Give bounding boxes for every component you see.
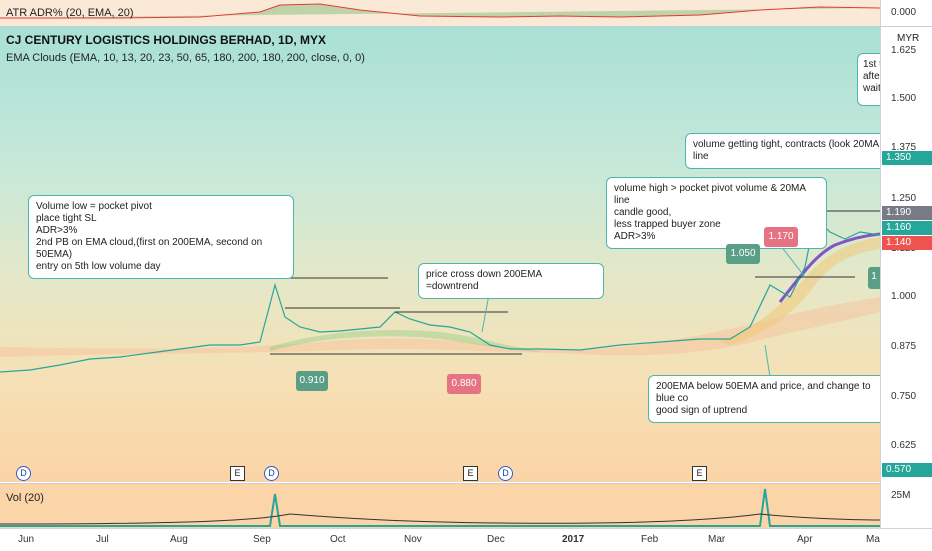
note-line: ADR>3% — [614, 231, 656, 242]
price-chart[interactable]: CJ CENTURY LOGISTICS HOLDINGS BERHAD, 1D… — [0, 27, 895, 482]
price-line — [0, 215, 880, 373]
annotation-uptrend[interactable]: 200EMA below 50EMA and price, and change… — [648, 375, 895, 423]
ema-cloud-long — [0, 297, 880, 357]
ema-cloud-short — [720, 237, 880, 345]
volume-pane[interactable]: Vol (20) — [0, 483, 880, 529]
note-line: 1st t — [863, 59, 882, 70]
annotation-pocket-volume[interactable]: volume high > pocket pivot volume & 20MA… — [606, 177, 827, 249]
dividend-marker[interactable]: D — [264, 466, 279, 481]
annotation-downtrend[interactable]: price cross down 200EMA =downtrend — [418, 263, 604, 299]
x-tick: Sep — [253, 534, 271, 545]
x-tick: Aug — [170, 534, 188, 545]
currency-label: MYR — [897, 33, 920, 44]
dividend-marker[interactable]: D — [16, 466, 31, 481]
volume-bars — [0, 488, 880, 527]
volume-tick: 25M — [891, 490, 911, 501]
x-tick: Apr — [797, 534, 813, 545]
price-badge: 1.160 — [882, 221, 932, 235]
y-tick: 0.875 — [891, 341, 917, 352]
note-line: volume getting tight, contracts (look 20… — [693, 139, 879, 162]
note-line: candle good, — [614, 207, 672, 218]
price-tag-0880[interactable]: 0.880 — [447, 374, 481, 394]
atr-label: ATR ADR% (20, EMA, 20) — [6, 7, 134, 19]
x-tick: Jul — [96, 534, 109, 545]
y-tick: 1.250 — [891, 193, 917, 204]
note-line: less trapped buyer zone — [614, 219, 721, 230]
atr-line — [0, 3, 880, 19]
note-line: 200EMA below 50EMA and price, and change… — [656, 381, 871, 404]
x-tick: Mar — [708, 534, 726, 545]
note-line: good sign of uptrend — [656, 405, 748, 416]
note-line: ADR>3% — [36, 225, 78, 236]
atr-axis: 0.000 — [880, 0, 932, 26]
price-axis[interactable]: MYR 1.625 1.500 1.375 1.250 1.125 1.000 … — [880, 27, 932, 528]
note-line: place tight SL — [36, 213, 97, 224]
ema-20-line — [778, 232, 880, 303]
annotation-pocket-pivot[interactable]: Volume low = pocket pivot place tight SL… — [28, 195, 294, 279]
y-tick: 0.625 — [891, 440, 917, 451]
annotation-tight[interactable]: volume getting tight, contracts (look 20… — [685, 133, 895, 169]
time-axis[interactable]: Jun Jul Aug Sep Oct Nov Dec 2017 Feb Mar… — [0, 528, 932, 551]
note-line: entry on 5th low volume day — [36, 261, 161, 272]
price-tag-1170[interactable]: 1.170 — [764, 227, 798, 247]
price-badge: 1.140 — [882, 236, 932, 250]
note-line: 2nd PB on EMA cloud,(first on 200EMA, se… — [36, 237, 263, 260]
note-line: after — [863, 71, 884, 82]
y-tick: 1.625 — [891, 45, 917, 56]
y-tick: 1.375 — [891, 142, 917, 153]
atr-pane[interactable]: ATR ADR% (20, EMA, 20) — [0, 0, 932, 27]
price-badge: 0.570 — [882, 463, 932, 477]
indicator-label[interactable]: EMA Clouds (EMA, 10, 13, 20, 23, 50, 65,… — [6, 52, 365, 64]
note-line: price cross down 200EMA =downtrend — [426, 269, 542, 292]
earnings-marker[interactable]: E — [463, 466, 478, 481]
note-line: volume high > pocket pivot volume & 20MA… — [614, 183, 806, 206]
price-badge: 1.190 — [882, 206, 932, 220]
price-tag-0910[interactable]: 0.910 — [296, 371, 328, 391]
y-tick: 1.500 — [891, 93, 917, 104]
price-tag-partial[interactable]: 1 — [868, 267, 880, 289]
volume-label: Vol (20) — [6, 492, 44, 504]
x-tick: Dec — [487, 534, 505, 545]
atr-value: 0.000 — [891, 7, 917, 18]
ema-cloud-mid — [270, 330, 540, 352]
dividend-marker[interactable]: D — [498, 466, 513, 481]
callout-pointer-4 — [764, 344, 771, 378]
y-tick: 1.000 — [891, 291, 917, 302]
earnings-marker[interactable]: E — [692, 466, 707, 481]
earnings-marker[interactable]: E — [230, 466, 245, 481]
symbol-title[interactable]: CJ CENTURY LOGISTICS HOLDINGS BERHAD, 1D… — [6, 33, 327, 47]
note-line: wait — [863, 83, 881, 94]
note-line: Volume low = pocket pivot — [36, 201, 152, 212]
x-tick: Oct — [330, 534, 346, 545]
x-tick: 2017 — [562, 534, 585, 545]
price-badge: 1.350 — [882, 151, 932, 165]
price-tag-1050[interactable]: 1.050 — [726, 244, 760, 264]
x-tick: Feb — [641, 534, 659, 545]
y-tick: 0.750 — [891, 391, 917, 402]
x-tick: Jun — [18, 534, 35, 545]
x-tick: Ma — [866, 534, 880, 545]
x-tick: Nov — [404, 534, 422, 545]
